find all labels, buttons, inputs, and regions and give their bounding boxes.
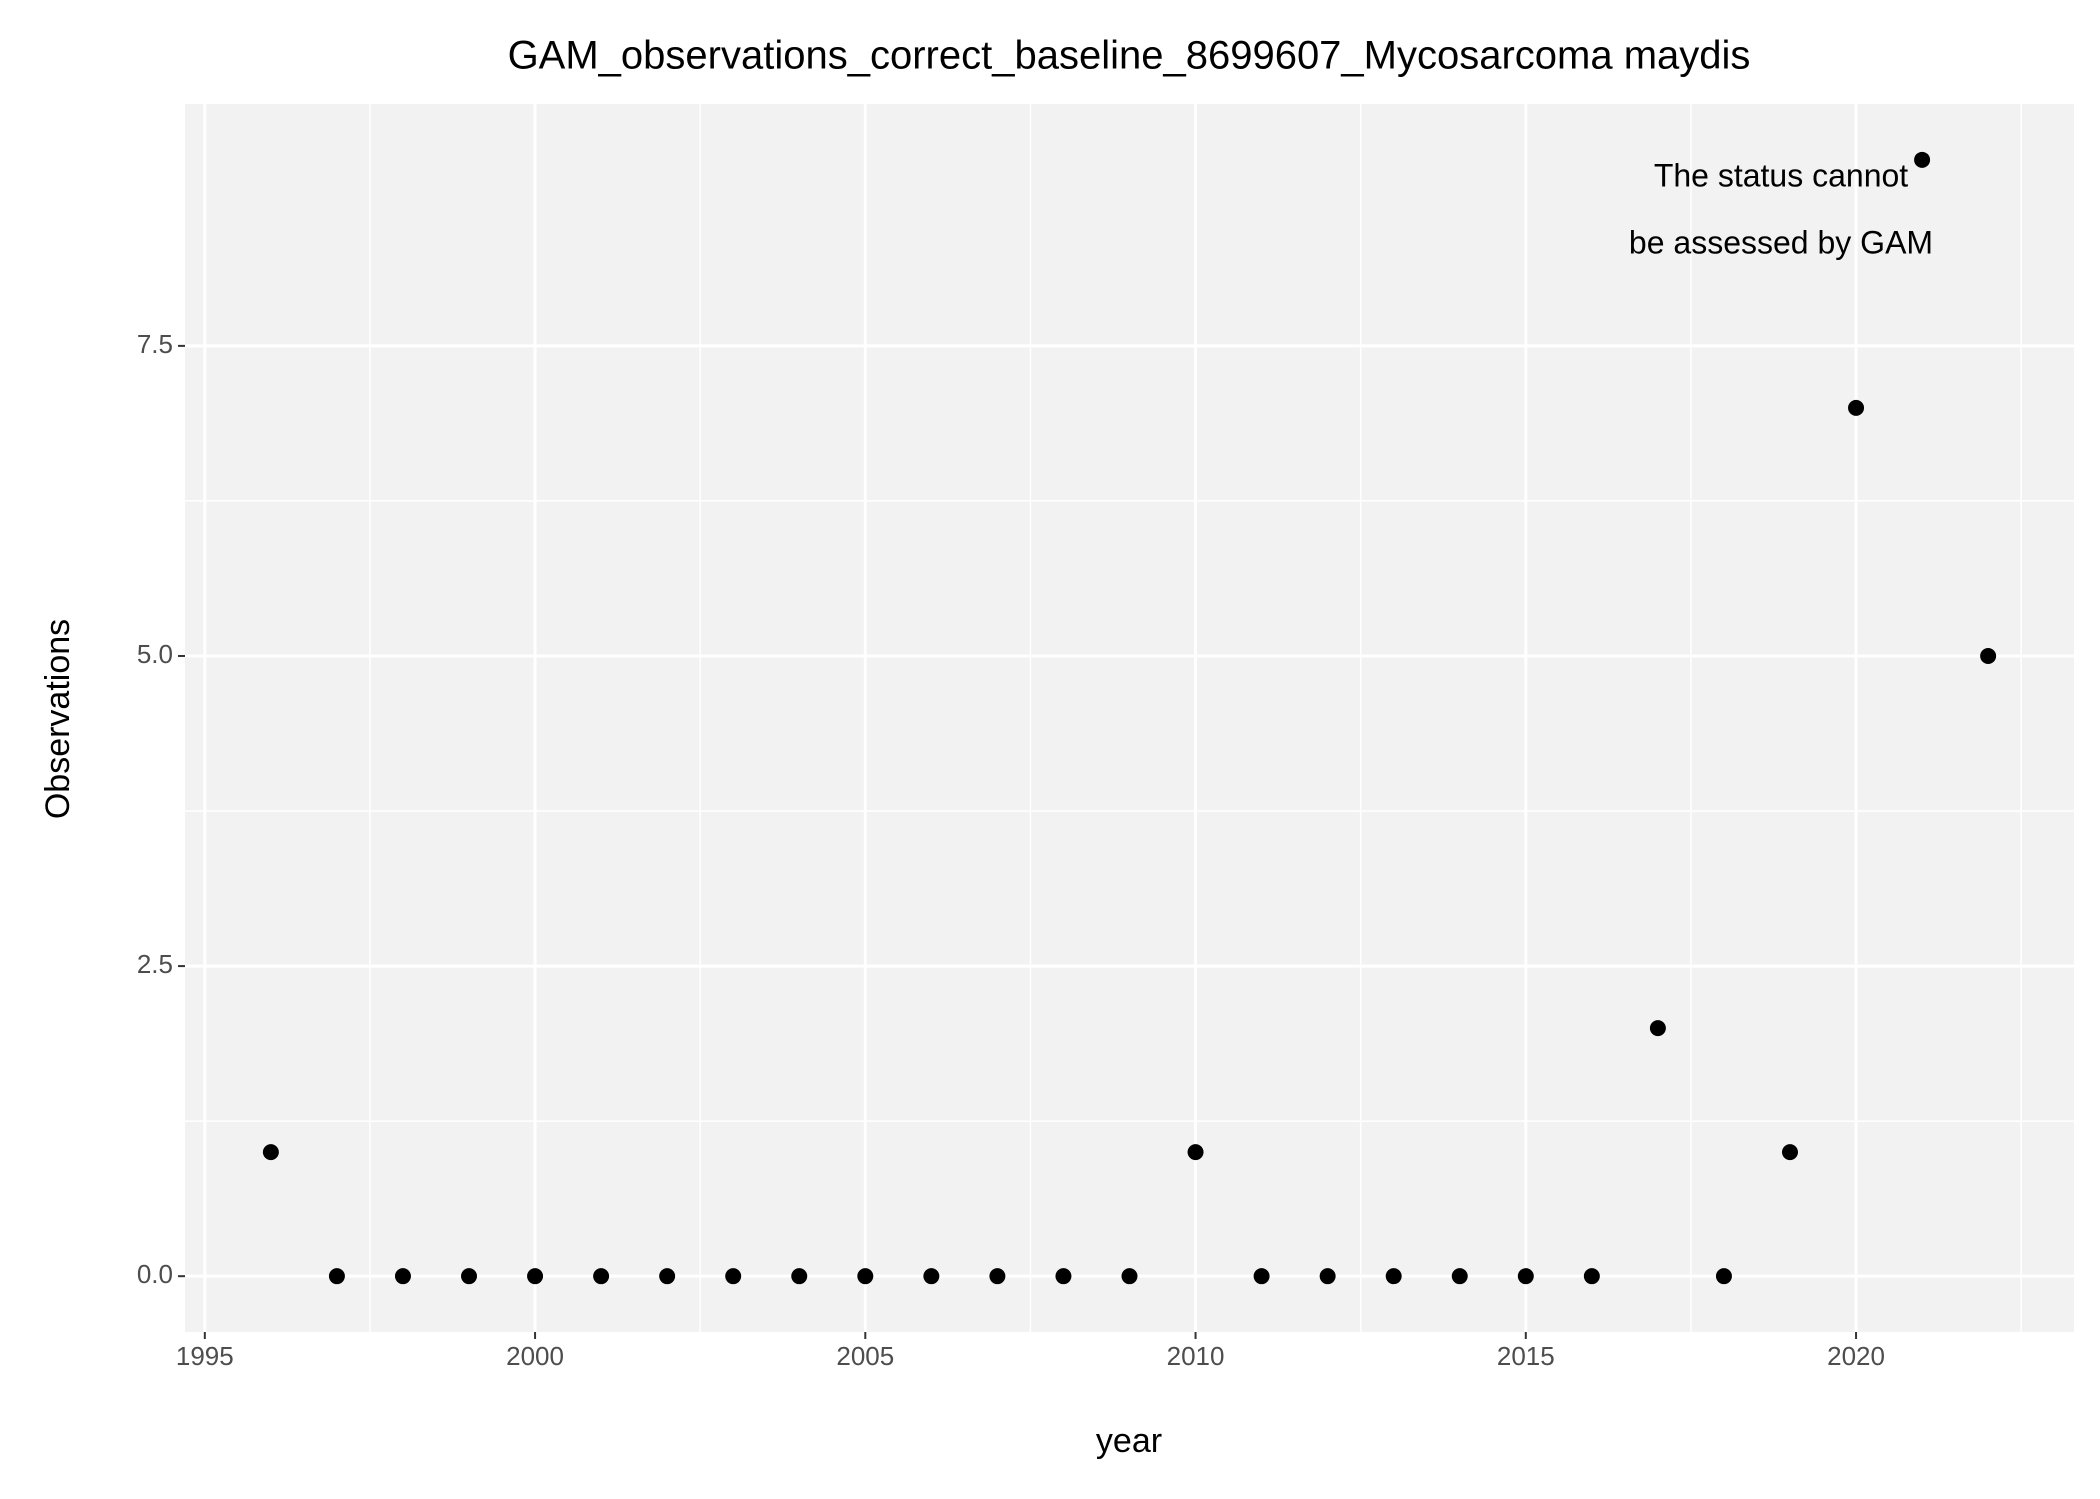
point [1319, 1268, 1336, 1285]
point [1121, 1268, 1138, 1285]
point [593, 1268, 610, 1285]
point [1980, 647, 1997, 664]
point [659, 1268, 676, 1285]
point [857, 1268, 874, 1285]
point [461, 1268, 478, 1285]
point [725, 1268, 742, 1285]
y-axis-title: Observations [39, 619, 77, 819]
x-tick-label: 2010 [1167, 1341, 1225, 1371]
point [1583, 1268, 1600, 1285]
y-tick-label: 7.5 [137, 329, 173, 359]
point [1649, 1020, 1666, 1037]
point [1781, 1144, 1798, 1161]
x-tick-label: 2000 [506, 1341, 564, 1371]
y-tick-label: 2.5 [137, 949, 173, 979]
point [1055, 1268, 1072, 1285]
point [262, 1144, 279, 1161]
point [1451, 1268, 1468, 1285]
x-tick-label: 1995 [176, 1341, 234, 1371]
annotation: be assessed by GAM [1629, 224, 1933, 260]
panel [185, 104, 2074, 1332]
point [1914, 151, 1931, 168]
x-tick-label: 2015 [1497, 1341, 1555, 1371]
point [1253, 1268, 1270, 1285]
chart-title: GAM_observations_correct_baseline_869960… [508, 34, 1751, 78]
y-tick-label: 0.0 [137, 1259, 173, 1289]
point [1517, 1268, 1534, 1285]
point [1385, 1268, 1402, 1285]
point [527, 1268, 544, 1285]
x-axis-title: year [1096, 1422, 1162, 1460]
point [791, 1268, 808, 1285]
point [1715, 1268, 1732, 1285]
y-tick-label: 5.0 [137, 639, 173, 669]
point [394, 1268, 411, 1285]
x-tick-label: 2020 [1827, 1341, 1885, 1371]
point [1848, 399, 1865, 416]
point [328, 1268, 345, 1285]
annotation: The status cannot [1654, 157, 1908, 193]
point [1187, 1144, 1204, 1161]
point [923, 1268, 940, 1285]
x-tick-label: 2005 [836, 1341, 894, 1371]
point [989, 1268, 1006, 1285]
